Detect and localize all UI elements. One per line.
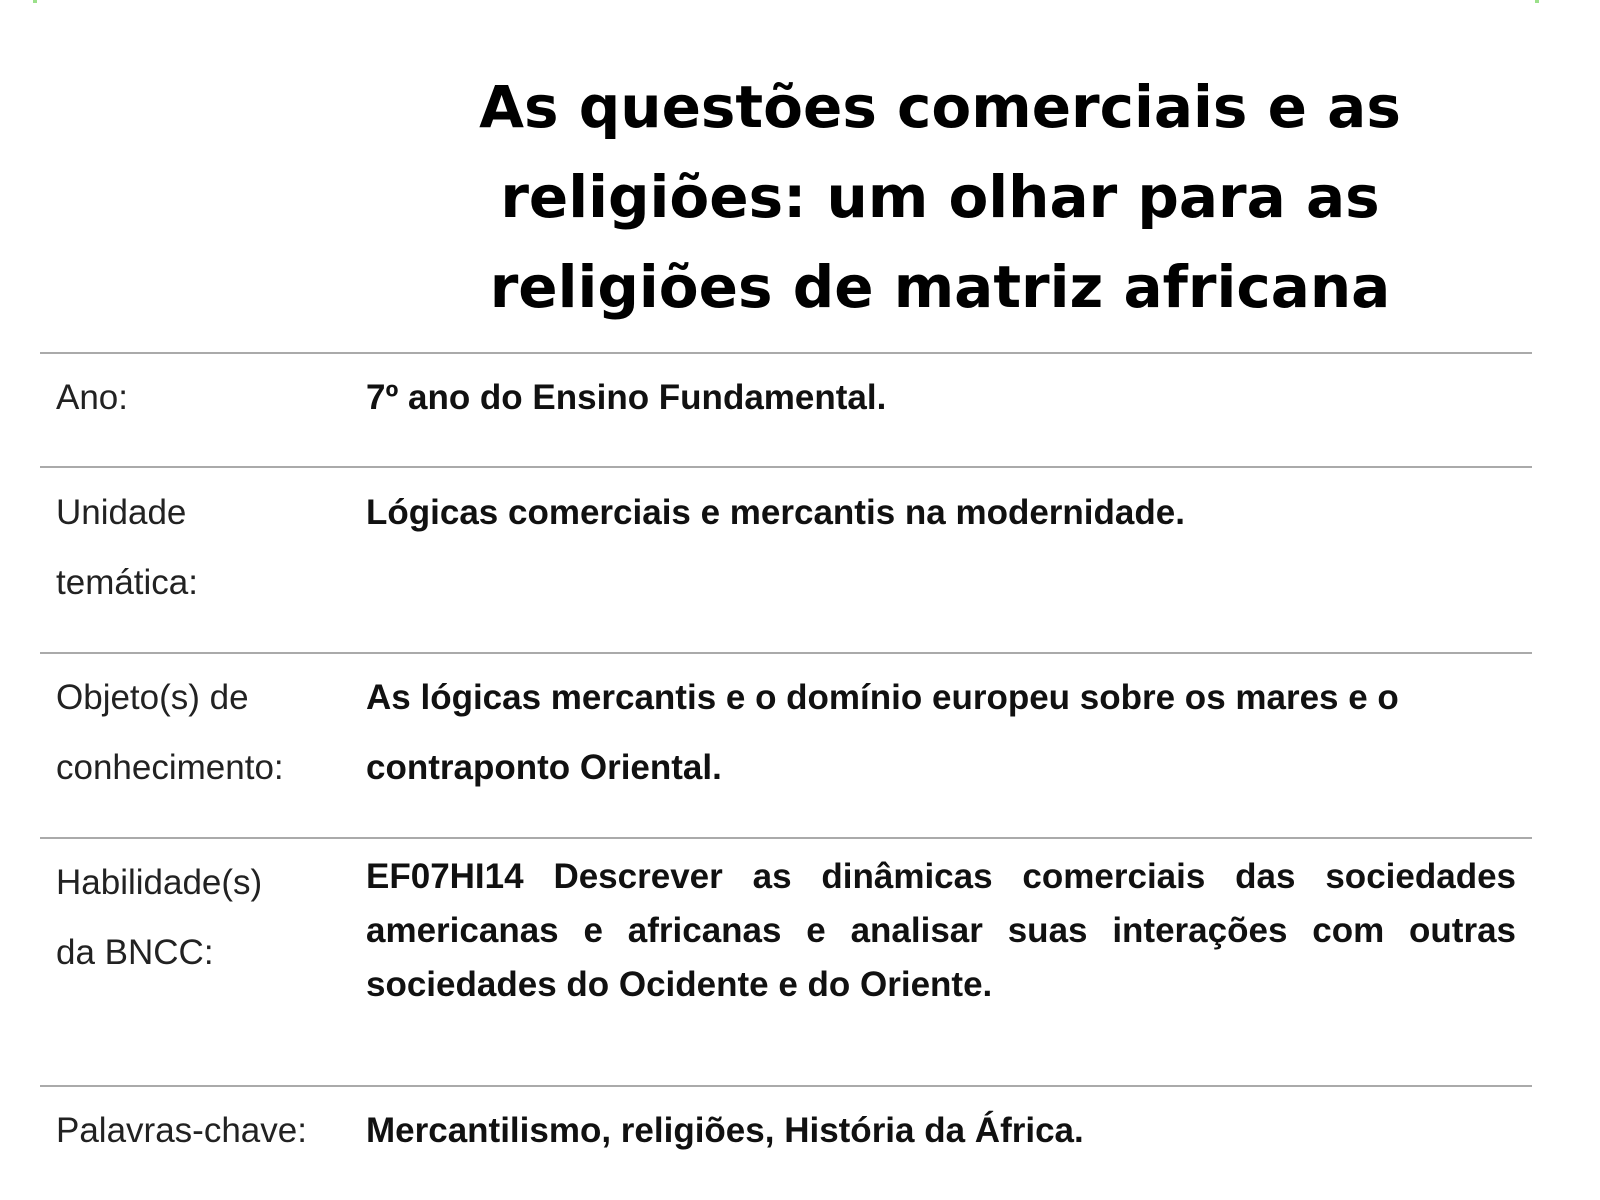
label-ano: Ano: xyxy=(56,378,128,417)
divider xyxy=(40,837,1532,839)
value-unidade-tematica: Lógicas comerciais e mercantis na modern… xyxy=(366,493,1185,532)
divider xyxy=(40,466,1532,468)
label-unidade-tematica: Unidade temática: xyxy=(56,493,198,602)
divider xyxy=(40,352,1532,354)
value-habilidades-bncc: EF07HI14 Descrever as dinâmicas comercia… xyxy=(366,857,1516,1004)
label-habilidades-bncc: Habilidade(s) da BNCC: xyxy=(56,863,263,972)
divider xyxy=(40,1085,1532,1087)
corner-marker xyxy=(1535,0,1539,3)
value-palavras-chave: Mercantilismo, religiões, História da Áf… xyxy=(366,1111,1084,1150)
label-objetos-conhecimento: Objeto(s) de conhecimento: xyxy=(56,678,284,787)
value-objetos-conhecimento: As lógicas mercantis e o domínio europeu… xyxy=(366,678,1399,787)
divider xyxy=(40,652,1532,654)
page-title: As questões comerciais e as religiões: u… xyxy=(479,73,1401,321)
corner-marker xyxy=(33,0,37,3)
value-ano: 7º ano do Ensino Fundamental. xyxy=(366,378,887,417)
label-palavras-chave: Palavras-chave: xyxy=(56,1111,307,1150)
